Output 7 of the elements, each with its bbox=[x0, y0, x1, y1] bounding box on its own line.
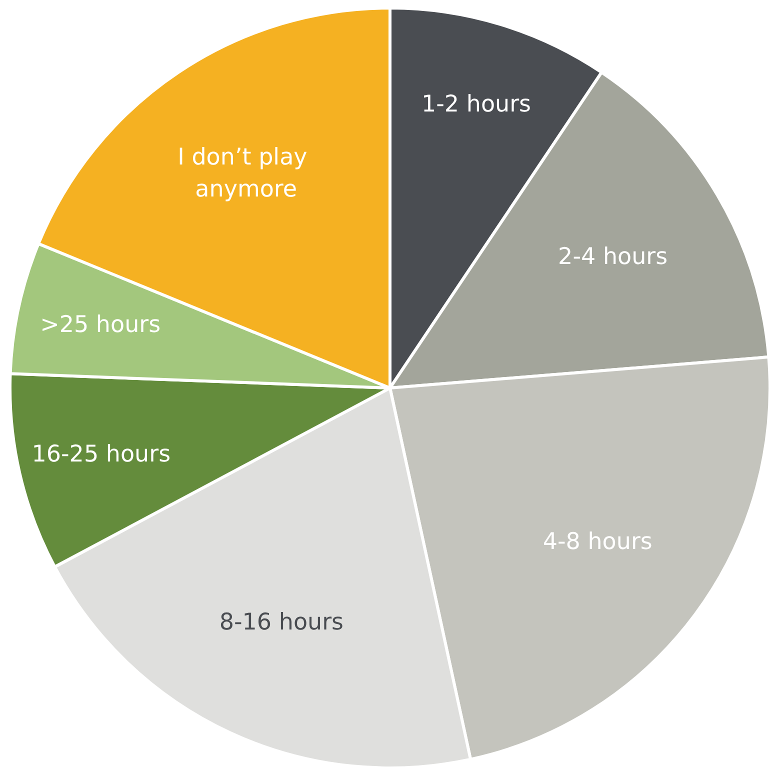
slice-label: 1-2 hours bbox=[421, 91, 532, 118]
slice-label: >25 hours bbox=[40, 312, 161, 338]
slice-label: 4-8 hours bbox=[542, 528, 652, 555]
slice-label: 8-16 hours bbox=[219, 609, 344, 636]
slice-label: 2-4 hours bbox=[558, 244, 668, 270]
slice-label: I don’t play anymore bbox=[178, 144, 315, 202]
slice-label: 16-25 hours bbox=[32, 441, 171, 468]
